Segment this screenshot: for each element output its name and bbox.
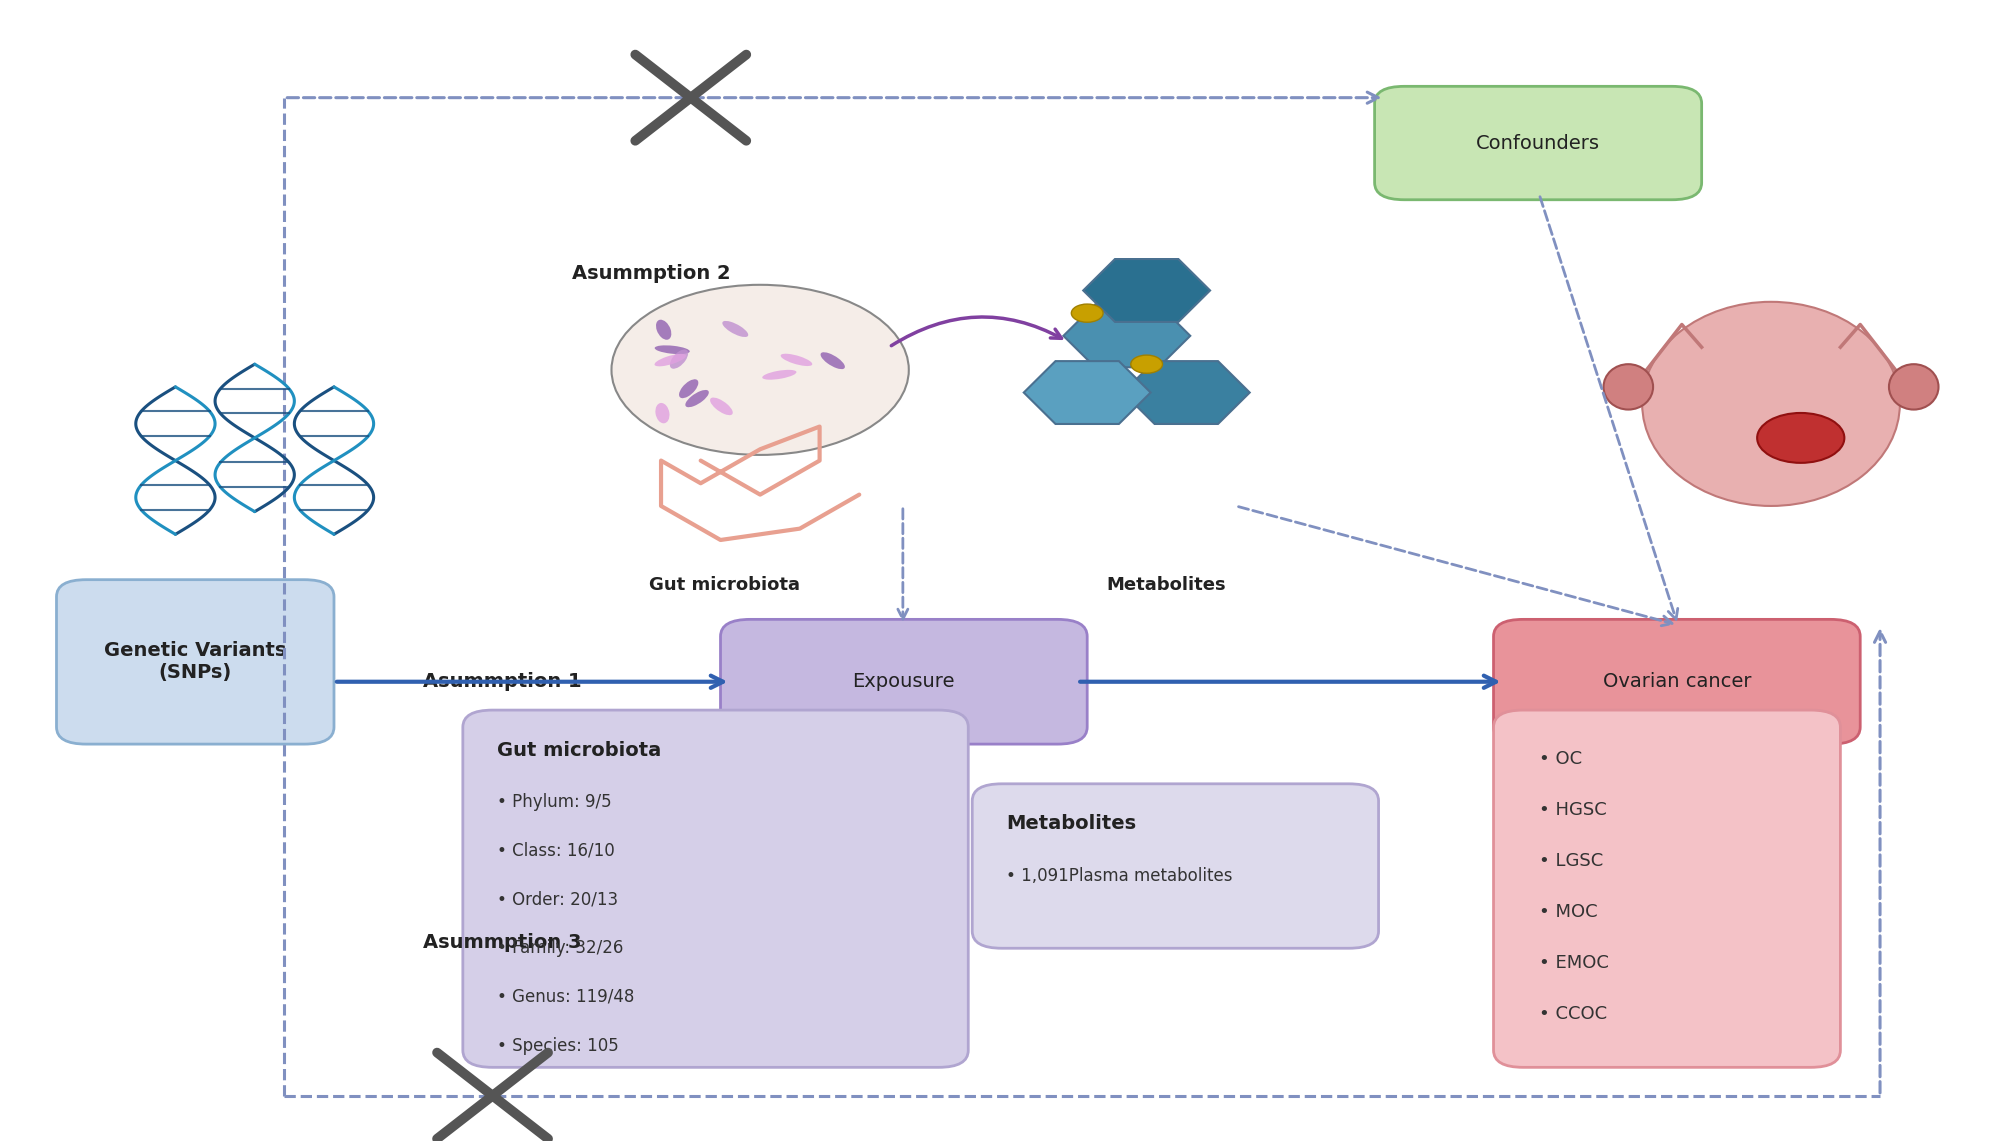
Text: • Family: 32/26: • Family: 32/26: [497, 939, 623, 957]
Text: • HGSC: • HGSC: [1539, 801, 1607, 819]
Text: • LGSC: • LGSC: [1539, 852, 1603, 870]
Circle shape: [1072, 304, 1104, 323]
FancyBboxPatch shape: [1493, 620, 1860, 744]
FancyBboxPatch shape: [721, 620, 1088, 744]
Text: • MOC: • MOC: [1539, 902, 1597, 921]
Ellipse shape: [685, 390, 709, 408]
Polygon shape: [1124, 362, 1249, 424]
Text: Confounders: Confounders: [1477, 133, 1601, 153]
Text: Ovarian cancer: Ovarian cancer: [1603, 673, 1750, 691]
Text: • OC: • OC: [1539, 750, 1583, 768]
Text: • Genus: 119/48: • Genus: 119/48: [497, 988, 635, 1006]
FancyBboxPatch shape: [972, 784, 1379, 948]
FancyBboxPatch shape: [56, 580, 333, 744]
Text: Gut microbiota: Gut microbiota: [649, 576, 800, 595]
Ellipse shape: [655, 346, 691, 354]
Ellipse shape: [723, 321, 748, 338]
Polygon shape: [1024, 362, 1150, 424]
Ellipse shape: [1888, 364, 1938, 410]
Text: Asummption 2: Asummption 2: [571, 264, 731, 282]
FancyBboxPatch shape: [1493, 711, 1840, 1068]
Text: • 1,091Plasma metabolites: • 1,091Plasma metabolites: [1006, 867, 1232, 885]
Text: Metabolites: Metabolites: [1106, 576, 1226, 595]
Ellipse shape: [657, 319, 671, 340]
Ellipse shape: [820, 352, 844, 370]
Ellipse shape: [679, 379, 699, 398]
Polygon shape: [1084, 259, 1210, 321]
Ellipse shape: [655, 403, 669, 424]
Text: • Order: 20/13: • Order: 20/13: [497, 891, 617, 908]
Text: Asummption 1: Asummption 1: [423, 673, 581, 691]
Ellipse shape: [711, 397, 733, 416]
Text: Gut microbiota: Gut microbiota: [497, 740, 661, 760]
Text: • CCOC: • CCOC: [1539, 1004, 1607, 1023]
FancyBboxPatch shape: [463, 711, 968, 1068]
Circle shape: [611, 285, 908, 455]
FancyBboxPatch shape: [1375, 86, 1703, 200]
Polygon shape: [1064, 304, 1190, 367]
Text: Genetic Variants
(SNPs): Genetic Variants (SNPs): [104, 642, 287, 682]
Text: • Species: 105: • Species: 105: [497, 1037, 619, 1055]
Text: • Class: 16/10: • Class: 16/10: [497, 841, 615, 860]
Ellipse shape: [762, 370, 796, 380]
Text: Metabolites: Metabolites: [1006, 814, 1136, 833]
Ellipse shape: [671, 349, 689, 369]
Circle shape: [1132, 355, 1162, 373]
Ellipse shape: [780, 354, 812, 366]
Text: • EMOC: • EMOC: [1539, 954, 1609, 972]
Ellipse shape: [1643, 302, 1900, 506]
Text: • Phylum: 9/5: • Phylum: 9/5: [497, 793, 611, 810]
Text: Asummption 3: Asummption 3: [423, 933, 581, 952]
Ellipse shape: [1603, 364, 1653, 410]
Ellipse shape: [655, 354, 687, 366]
Text: Expousure: Expousure: [852, 673, 956, 691]
Circle shape: [1756, 413, 1844, 463]
